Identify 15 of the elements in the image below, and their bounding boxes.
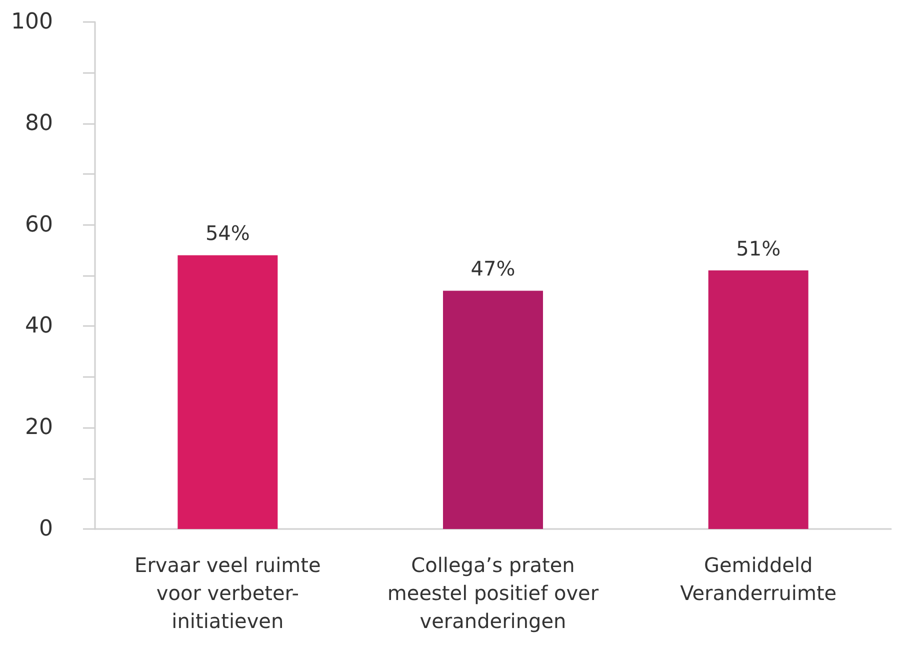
data-label: 54% [205,221,250,246]
y-tick-label: 0 [39,516,53,542]
y-tick-label: 80 [25,110,53,136]
y-tick-label: 100 [11,10,53,34]
data-label: 47% [470,256,516,281]
data-label: 51% [736,236,781,260]
x-tick-label: Ervaar veel ruimte voor verbeter-initiatieven [134,553,321,633]
bar [178,255,278,529]
y-tick-label: 20 [25,415,53,440]
x-tick-label: Collega’s praten meestel positief over veranderingen [387,553,600,633]
bar [443,290,543,529]
y-tick-label: 60 [25,212,53,238]
y-tick-label: 40 [25,314,53,339]
bar [708,270,808,529]
x-tick-label: Gemiddeld Veranderruimte [680,553,837,605]
